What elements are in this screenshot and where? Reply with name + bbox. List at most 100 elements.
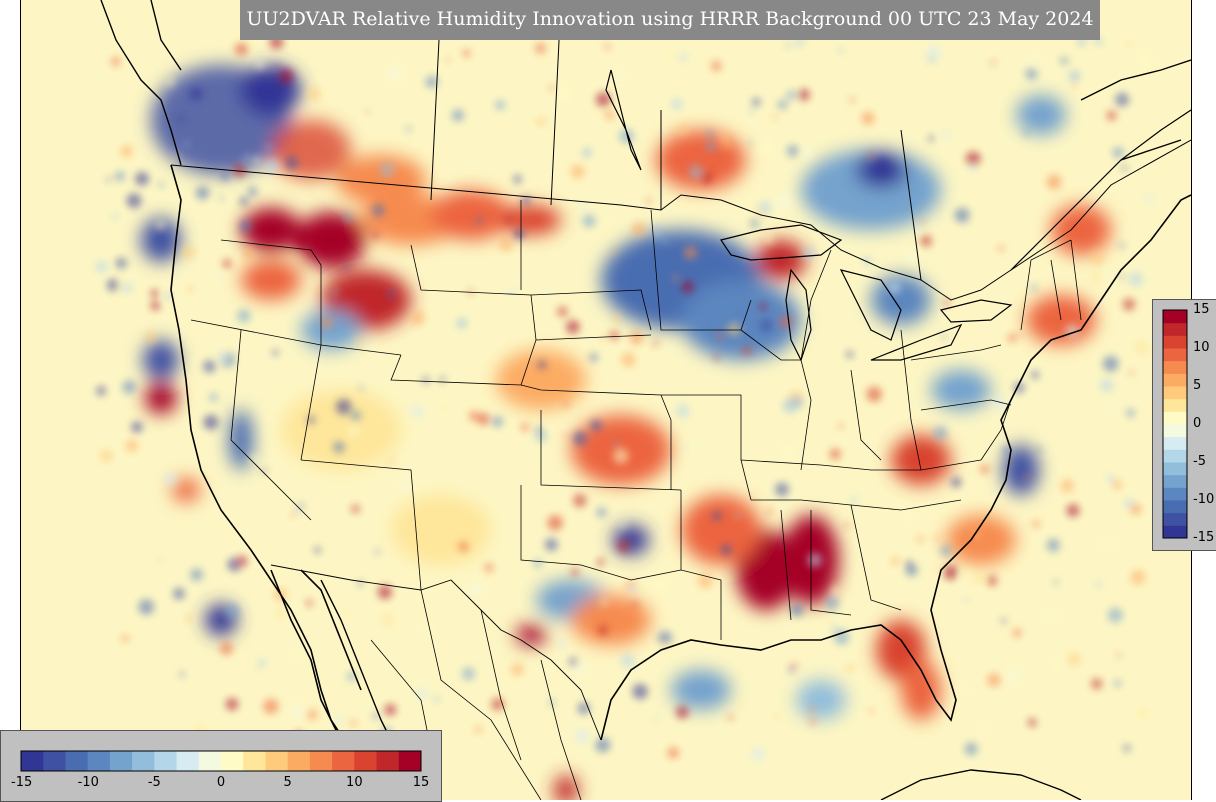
speckle-dot (1134, 339, 1150, 356)
speckle-dot (1124, 498, 1134, 508)
speckle-dot (332, 288, 339, 296)
speckle-dot (582, 147, 592, 158)
speckle-dot (749, 140, 754, 145)
speckle-dot (1046, 538, 1061, 552)
speckle-dot (508, 287, 516, 295)
speckle-dot (829, 448, 841, 460)
speckle-dot (628, 585, 637, 593)
horizontal-tick-label: 5 (283, 775, 292, 790)
speckle-dot (371, 203, 385, 217)
colorbar-swatch (65, 751, 89, 771)
speckle-dot (221, 172, 230, 181)
speckle-dot (939, 544, 952, 557)
speckle-dot (442, 405, 448, 410)
humidity-innovation-map (95, 0, 1191, 800)
vertical-tick-label: -10 (1193, 492, 1215, 507)
speckle-dot (513, 174, 522, 184)
speckle-dot (595, 737, 611, 753)
speckle-dot (173, 587, 185, 600)
speckle-dot (150, 300, 161, 311)
speckle-dot (462, 49, 471, 57)
speckle-dot (699, 445, 705, 450)
speckle-dot (1037, 446, 1043, 452)
speckle-dot (234, 42, 248, 56)
speckle-dot (600, 336, 606, 341)
speckle-dot (135, 171, 149, 186)
speckle-dot (790, 603, 804, 617)
speckle-dot (667, 54, 674, 61)
speckle-dot (520, 423, 530, 432)
speckle-dot (542, 287, 549, 293)
speckle-dot (631, 601, 638, 608)
speckle-dot (424, 623, 434, 633)
speckle-dot (774, 713, 780, 719)
speckle-dot (672, 275, 679, 281)
speckle-dot (181, 245, 196, 259)
speckle-dot (306, 709, 318, 721)
map-title: UU2DVAR Relative Humidity Innovation usi… (240, 0, 1100, 40)
speckle-dot (621, 352, 636, 368)
speckle-dot (751, 97, 761, 107)
colorbar-border (20, 750, 422, 772)
speckle-dot (1122, 298, 1136, 311)
speckle-dot (987, 673, 1001, 687)
colorbar-swatch (398, 751, 422, 771)
speckle-dot (845, 663, 855, 673)
speckle-dot (451, 109, 464, 122)
speckle-dot (1104, 540, 1111, 548)
speckle-dot (833, 629, 850, 645)
speckle-dot (278, 68, 294, 84)
atlantic-canada-coast (1080, 59, 1191, 161)
speckle-dot (333, 441, 345, 453)
speckle-dot (516, 242, 521, 247)
colorbar-swatch (1163, 411, 1187, 425)
speckle-dot (589, 419, 603, 432)
speckle-dot (579, 202, 587, 210)
speckle-dot (155, 219, 166, 230)
speckle-dot (1129, 370, 1134, 375)
speckle-dot (106, 177, 111, 182)
speckle-dot (388, 458, 395, 465)
speckle-dot (808, 706, 815, 713)
speckle-dot (742, 345, 752, 356)
speckle-dot (222, 259, 232, 269)
speckle-dot (1030, 370, 1040, 380)
colorbar-swatch (1163, 335, 1187, 349)
colorbar-swatch (1163, 462, 1187, 476)
speckle-dot (705, 130, 715, 139)
speckle-dot (126, 193, 142, 209)
colorbar-swatch (1163, 348, 1187, 362)
speckle-dot (535, 426, 543, 434)
speckle-dot (749, 109, 755, 115)
speckle-dot (491, 416, 503, 428)
speckle-dot (513, 229, 525, 241)
lake-erie (870, 323, 963, 361)
colorbar-swatch (109, 751, 133, 771)
speckle-dot (616, 539, 631, 553)
speckle-dot (998, 245, 1004, 252)
speckle-dot (838, 47, 844, 54)
speckle-dot (177, 115, 185, 122)
speckle-dot (605, 216, 615, 225)
speckle-dot (971, 528, 984, 541)
speckle-dot (788, 666, 795, 673)
colorbar-swatch (198, 751, 222, 771)
speckle-dot (350, 719, 357, 727)
speckle-dot (679, 53, 688, 62)
speckle-dot (209, 392, 218, 402)
speckle-dot (859, 268, 865, 273)
speckle-dot (943, 564, 958, 580)
speckle-dot (850, 496, 858, 504)
speckle-dot (888, 282, 901, 295)
speckle-dot (158, 557, 164, 563)
speckle-dot (239, 219, 252, 233)
speckle-dot (600, 598, 609, 607)
vertical-tick-label: 5 (1193, 378, 1202, 393)
colorbar-swatch (1163, 512, 1187, 526)
speckle-dot (775, 482, 789, 497)
speckle-dot (1119, 243, 1125, 249)
speckle-dot (557, 639, 567, 649)
speckle-dot (343, 264, 350, 270)
speckle-dot (808, 717, 817, 726)
speckle-dot (951, 477, 962, 488)
